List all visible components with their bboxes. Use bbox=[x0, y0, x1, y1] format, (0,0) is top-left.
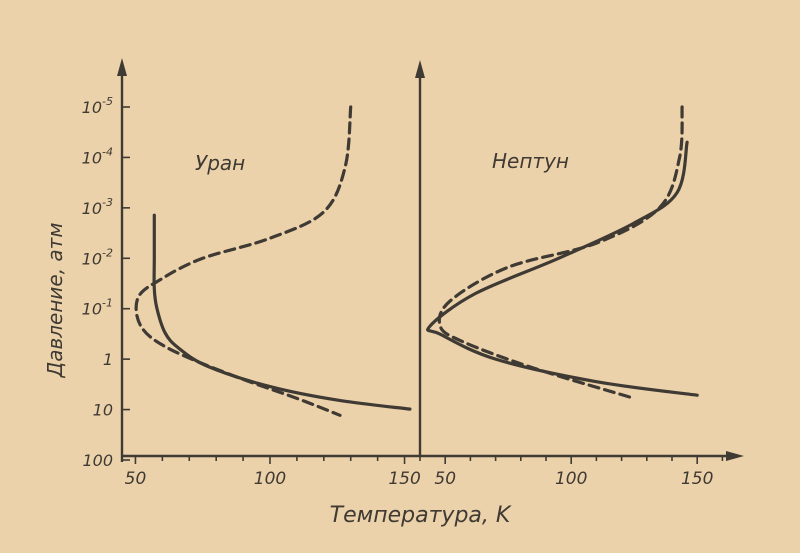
uranus-dashed-profile-line bbox=[134, 105, 353, 417]
y-tick-label: 10-5 bbox=[82, 95, 113, 117]
neptune-dashed-profile-line bbox=[437, 105, 684, 400]
neptune-solid-profile-line bbox=[426, 140, 699, 397]
y-tick-label: 10-4 bbox=[82, 145, 113, 167]
y-tick-label: 10-3 bbox=[82, 196, 113, 218]
y-tick-label: 10-1 bbox=[82, 297, 113, 319]
x-tick-label: 150 bbox=[681, 469, 713, 489]
x-tick-label: 100 bbox=[254, 469, 286, 489]
y-tick-label: 10 bbox=[93, 401, 113, 420]
x-tick-label: 50 bbox=[434, 469, 456, 489]
chart-panel-uranus: Уран bbox=[117, 58, 418, 462]
x-tick-label: 150 bbox=[388, 469, 420, 489]
y-tick-label: 10-2 bbox=[82, 246, 113, 268]
y-axis-left-arrow bbox=[117, 58, 127, 76]
chart-panel-neptune: Нептун bbox=[415, 60, 744, 461]
chart-title-neptune: Нептун bbox=[492, 149, 569, 173]
y-tick-label: 100 bbox=[82, 451, 113, 470]
chart-marks: 50 100 150 100 10 1 10-1 10-2 10-3 10-4 10-5 50 100 1… bbox=[82, 95, 724, 489]
x-tick-label: 100 bbox=[555, 469, 587, 489]
y-axis-label: Давление, атм bbox=[43, 223, 67, 379]
x-axis-label: Температура, K bbox=[330, 503, 512, 528]
x-tick-label: 50 bbox=[125, 469, 147, 489]
uranus-solid-profile-line bbox=[152, 213, 412, 411]
y-tick-label: 1 bbox=[103, 350, 113, 369]
x-axis-arrow bbox=[726, 451, 744, 461]
y-axis-right-arrow bbox=[415, 60, 425, 78]
chart-title-uranus: Уран bbox=[195, 151, 245, 175]
